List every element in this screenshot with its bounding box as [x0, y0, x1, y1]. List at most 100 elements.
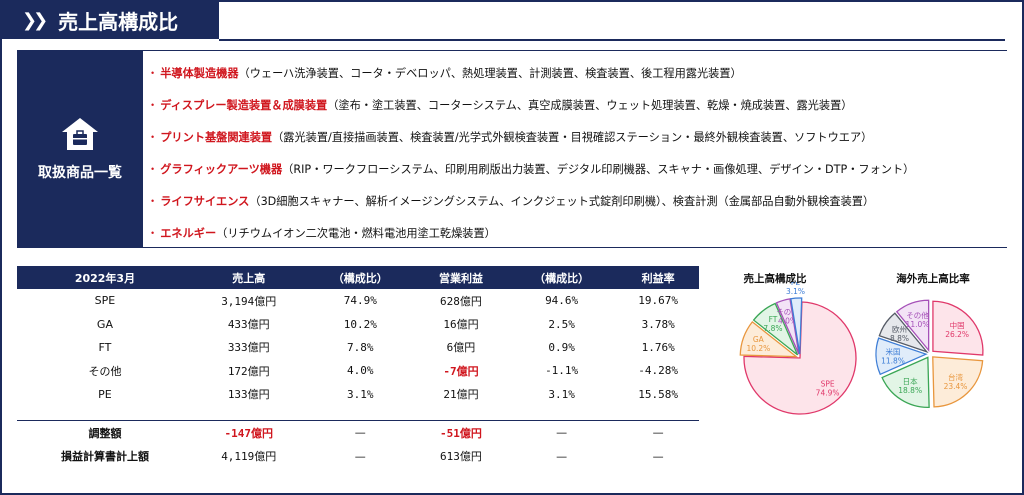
margin-cell: 15.58%: [638, 387, 679, 401]
total-row: 損益計算書計上額 4,119億円 — 613億円 — —: [17, 444, 699, 467]
product-detail: （リチウムイオン二次電池・燃料電池用塗工乾燥装置）: [216, 227, 496, 240]
pie-slice-4: [878, 312, 929, 354]
margin-cell: —: [652, 449, 664, 463]
product-detail: （3D細胞スキャナー、解析イメージングシステム、インクジェット式錠剤印刷機）、検…: [249, 195, 875, 208]
pie-slice-1: [739, 320, 799, 358]
op-ratio-cell: —: [556, 449, 568, 463]
pie-slice-0: [932, 300, 984, 356]
sales-ratio-cell: —: [354, 449, 366, 463]
segment-cell: FT: [98, 340, 112, 354]
product-list-label: 取扱商品一覧: [38, 165, 122, 181]
pie-value-5: 11.0%: [906, 320, 930, 329]
op-profit-cell: -7億円: [443, 364, 479, 378]
header-sales-ratio: （構成比）: [304, 266, 416, 289]
header-operating-profit: 営業利益: [416, 266, 506, 289]
product-item: ・ライフサイエンス （3D細胞スキャナー、解析イメージングシステム、インクジェット…: [147, 195, 875, 208]
pie-label-4: 欧州: [892, 324, 907, 334]
product-item: ・エネルギー （リチウムイオン二次電池・燃料電池用塗工乾燥装置）: [147, 227, 496, 240]
pie-slice-2: [752, 302, 799, 356]
segment-cell: GA: [96, 317, 113, 331]
pie-slice-4: [790, 297, 803, 355]
header-period: 2022年3月: [17, 266, 193, 289]
product-detail: （塗布・塗工装置、コーターシステム、真空成膜装置、ウェット処理装置、乾燥・焼成装…: [327, 99, 853, 112]
product-item: ・半導体製造機器 （ウェーハ洗浄装置、コータ・デベロッパ、熱処理装置、計測装置、検…: [147, 67, 742, 80]
adjustment-row: 調整額 -147億円 — -51億円 — —: [17, 421, 699, 444]
pie-label-1: GA: [753, 335, 765, 344]
product-item: ・ディスプレー製造装置＆成膜装置 （塗布・塗工装置、コーターシステム、真空成膜装置…: [147, 99, 853, 112]
sales-cell: -147億円: [224, 426, 274, 440]
pie-label-2: FT: [769, 315, 778, 324]
sales-pie-title: 売上高構成比: [743, 273, 807, 285]
building-icon: [62, 118, 98, 150]
pie-label-1: 台湾: [948, 372, 963, 382]
product-list: ・半導体製造機器 （ウェーハ洗浄装置、コータ・デベロッパ、熱処理装置、計測装置、検…: [147, 57, 1007, 249]
sales-ratio-cell: 74.9%: [343, 294, 377, 308]
table-row: FT 333億円 7.8% 6億円 0.9% 1.76%: [17, 336, 699, 359]
product-label-box: 取扱商品一覧: [17, 51, 143, 247]
pie-slice-5: [895, 299, 930, 353]
product-category: プリント基盤関連装置: [160, 131, 273, 144]
title-underline: [219, 39, 1005, 41]
sales-cell: 133億円: [227, 388, 270, 402]
pie-value-3: 11.8%: [881, 357, 905, 366]
sales-cell: 3,194億円: [221, 294, 277, 308]
margin-cell: —: [652, 426, 664, 440]
page-title: 売上高構成比: [58, 10, 179, 34]
section-title-bar: ❯❯ 売上高構成比: [2, 2, 219, 39]
pie-slice-3: [775, 298, 800, 355]
segment-cell: その他: [88, 364, 122, 378]
sales-ratio-cell: 3.1%: [347, 387, 374, 401]
pie-slice-1: [932, 356, 984, 408]
table-spacer: [17, 406, 699, 421]
pie-value-4: 3.1%: [786, 287, 805, 296]
pie-label-2: 日本: [903, 376, 918, 386]
table-row: SPE 3,194億円 74.9% 628億円 94.6% 19.67%: [17, 289, 699, 312]
pie-label-5: その他: [906, 310, 929, 320]
financial-table: 2022年3月 売上高 （構成比） 営業利益 （構成比） 利益率 SPE 3,1…: [17, 266, 699, 468]
margin-cell: -4.28%: [638, 364, 679, 378]
product-category: グラフィックアーツ機器: [160, 163, 283, 176]
op-profit-cell: 16億円: [443, 318, 479, 332]
segment-cell: 調整額: [88, 426, 122, 440]
op-ratio-cell: —: [556, 426, 568, 440]
table-row: その他 172億円 4.0% -7億円 -1.1% -4.28%: [17, 359, 699, 382]
pie-label-3: 米国: [886, 347, 901, 357]
op-ratio-cell: 3.1%: [548, 387, 575, 401]
op-profit-cell: 21億円: [443, 388, 479, 402]
sales-ratio-cell: —: [354, 426, 366, 440]
sales-ratio-cell: 4.0%: [347, 364, 374, 378]
header-sales: 売上高: [192, 266, 305, 289]
sales-ratio-cell: 10.2%: [343, 317, 377, 331]
table-row: PE 133億円 3.1% 21億円 3.1% 15.58%: [17, 383, 699, 406]
op-ratio-cell: 94.6%: [545, 294, 579, 308]
op-profit-cell: 613億円: [440, 450, 482, 464]
segment-cell: SPE: [94, 294, 116, 308]
product-category: ライフサイエンス: [160, 195, 250, 208]
pie-value-1: 10.2%: [746, 344, 770, 353]
pie-value-1: 23.4%: [944, 382, 968, 391]
header-margin: 利益率: [617, 266, 699, 289]
op-profit-cell: 628億円: [440, 294, 482, 308]
op-profit-cell: -51億円: [440, 426, 482, 440]
pie-value-0: 74.9%: [816, 388, 840, 397]
sales-cell: 172億円: [227, 364, 270, 378]
product-item: ・グラフィックアーツ機器 （RIP・ワークフローシステム、印刷用刷版出力装置、デジ…: [147, 163, 915, 176]
pie-slice-2: [881, 356, 930, 409]
sales-cell: 333億円: [227, 341, 270, 355]
op-ratio-cell: -1.1%: [545, 364, 579, 378]
double-chevron-icon: ❯❯: [22, 10, 48, 31]
margin-cell: 19.67%: [638, 294, 679, 308]
pie-label-4: PE: [791, 282, 801, 287]
table-separator: [17, 420, 699, 421]
product-category: エネルギー: [160, 227, 217, 240]
product-section: 取扱商品一覧 ・半導体製造機器 （ウェーハ洗浄装置、コータ・デベロッパ、熱処理装置…: [17, 50, 1007, 248]
sales-ratio-cell: 7.8%: [347, 340, 374, 354]
pie-value-2: 7.8%: [763, 324, 782, 333]
product-category: 半導体製造機器: [160, 67, 239, 80]
product-item: ・プリント基盤関連装置 （露光装置/直接描画装置、検査装置/光学式外観検査装置・目…: [147, 131, 873, 144]
pie-label-0: 中国: [950, 320, 965, 330]
header-profit-ratio: （構成比）: [505, 266, 618, 289]
